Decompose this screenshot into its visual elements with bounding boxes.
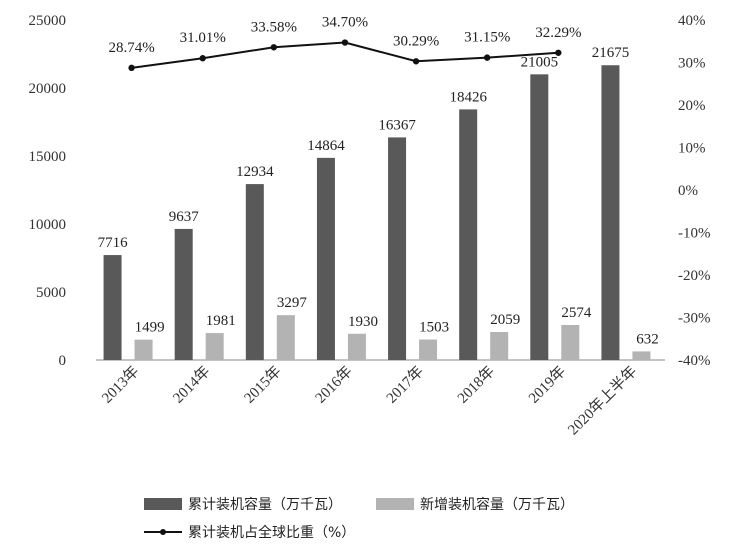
right-y-axis-ticks: -40% -30% -20% -10% 0% 10% 20% 30% 40%	[678, 13, 711, 369]
left-y-tick-label: 5000	[36, 285, 66, 301]
new-capacity-value-label: 3297	[277, 295, 308, 311]
cumulative-bar	[245, 184, 264, 360]
x-tick-label: 2020年上半年	[565, 363, 641, 439]
left-y-tick-label: 0	[59, 353, 67, 369]
cumulative-value-label: 21675	[592, 45, 630, 61]
share-value-label: 30.29%	[393, 33, 439, 49]
cumulative-value-label: 21005	[521, 54, 559, 70]
left-y-tick-label: 15000	[29, 149, 67, 165]
legend-swatch-share	[144, 526, 182, 538]
new-capacity-value-label: 632	[636, 331, 659, 347]
legend-swatch-cumulative	[144, 498, 182, 510]
cumulative-bar	[459, 109, 478, 360]
new-capacity-bar	[205, 333, 224, 360]
legend-label-cumulative: 累计装机容量（万千瓦）	[188, 497, 342, 513]
share-value-label: 34.70%	[322, 15, 368, 31]
right-y-tick-label: -30%	[678, 311, 711, 327]
left-y-tick-label: 25000	[29, 13, 67, 29]
right-y-tick-label: 40%	[678, 13, 706, 29]
legend-item-new: 新增装机容量（万千瓦）	[376, 494, 574, 514]
cumulative-value-label: 12934	[236, 164, 274, 180]
cumulative-bar	[316, 157, 335, 360]
x-tick-label: 2015年	[241, 363, 285, 407]
new-capacity-value-label: 2574	[561, 305, 592, 321]
share-value-label: 32.29%	[535, 25, 581, 41]
new-capacity-value-label: 1499	[135, 320, 165, 336]
x-tick-label: 2013年	[99, 363, 143, 407]
right-y-tick-label: -10%	[678, 226, 711, 242]
share-point	[199, 55, 206, 62]
share-point	[483, 54, 491, 61]
cumulative-value-label: 16367	[378, 117, 416, 133]
legend-label-share: 累计装机占全球比重（%）	[188, 525, 356, 541]
left-y-tick-label: 20000	[29, 81, 67, 97]
bars	[103, 65, 651, 360]
share-value-label: 28.74%	[108, 40, 154, 56]
right-y-tick-label: 30%	[678, 56, 706, 72]
new-capacity-bar	[134, 339, 153, 360]
cumulative-value-label: 18426	[449, 89, 487, 105]
right-y-tick-label: 20%	[678, 98, 706, 114]
share-point	[555, 49, 562, 56]
share-point	[341, 39, 349, 46]
new-capacity-bar	[561, 324, 580, 360]
right-y-tick-label: 0%	[678, 183, 698, 199]
new-capacity-bar	[490, 331, 509, 360]
bar-value-labels: 7716 1499 9637 1981 12934 3297 14864 1930 16367 1…	[98, 45, 659, 347]
share-point	[270, 44, 278, 51]
legend-item-cumulative: 累计装机容量（万千瓦）	[144, 494, 342, 514]
right-y-tick-label: -40%	[678, 353, 711, 369]
new-capacity-bar	[632, 351, 651, 360]
legend: 累计装机容量（万千瓦） 新增装机容量（万千瓦） 累计装机占全球比重（%）	[144, 490, 704, 546]
x-tick-label: 2017年	[383, 363, 427, 407]
x-tick-label: 2018年	[454, 363, 498, 407]
legend-label-new: 新增装机容量（万千瓦）	[420, 497, 574, 513]
cumulative-bar	[174, 228, 193, 360]
cumulative-value-label: 7716	[98, 235, 129, 251]
cumulative-bar	[388, 137, 407, 360]
left-y-axis-ticks: 0 5000 10000 15000 20000 25000	[29, 13, 67, 369]
new-capacity-value-label: 1981	[206, 313, 236, 329]
legend-item-share: 累计装机占全球比重（%）	[144, 522, 355, 542]
cumulative-value-label: 9637	[169, 209, 200, 225]
new-capacity-value-label: 1930	[348, 314, 378, 330]
x-axis-ticks: 2013年 2014年 2015年 2016年 2017年 2018年 2019年2020年…	[99, 363, 641, 439]
share-value-label: 31.15%	[464, 30, 510, 46]
new-capacity-value-label: 2059	[490, 312, 520, 328]
share-point	[128, 64, 135, 72]
cumulative-value-label: 14864	[307, 138, 345, 154]
share-point	[412, 58, 420, 65]
left-y-tick-label: 10000	[29, 217, 67, 233]
new-capacity-bar	[419, 339, 438, 360]
cumulative-bar	[103, 255, 122, 360]
right-y-tick-label: -20%	[678, 268, 711, 284]
new-capacity-value-label: 1503	[419, 320, 449, 336]
legend-swatch-new	[376, 498, 414, 510]
x-tick-label: 2014年	[170, 363, 214, 407]
new-capacity-bar	[276, 315, 295, 360]
share-line-path	[131, 41, 559, 69]
new-capacity-bar	[347, 333, 366, 360]
cumulative-bar	[601, 65, 620, 360]
share-value-label: 33.58%	[251, 19, 297, 35]
cumulative-bar	[530, 74, 549, 360]
share-value-label: 31.01%	[180, 30, 226, 46]
right-y-tick-label: 10%	[678, 141, 706, 157]
x-tick-label: 2019年	[525, 363, 569, 407]
x-tick-label: 2016年	[312, 363, 356, 407]
share-line-series: 28.74% 31.01% 33.58% 34.70% 30.29% 31.15% 32.2…	[108, 15, 581, 72]
